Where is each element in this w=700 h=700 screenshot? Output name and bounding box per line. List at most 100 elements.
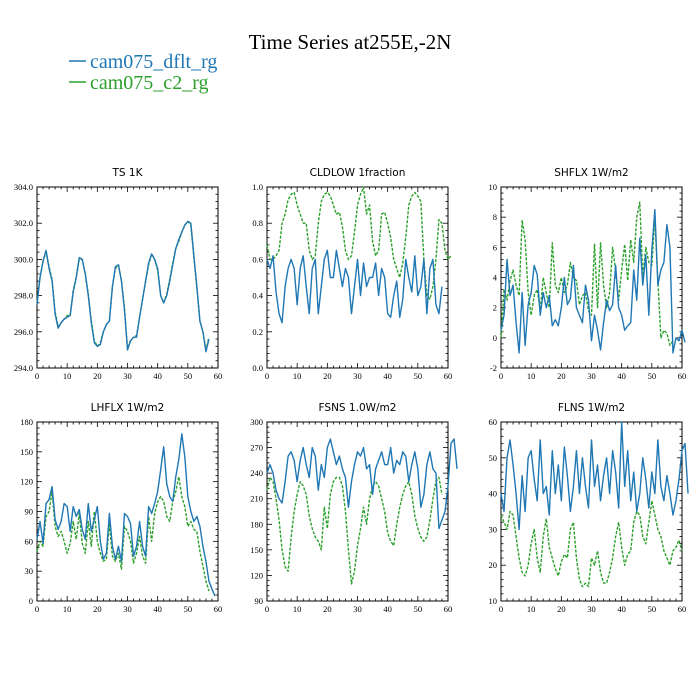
x-tick-label: 30 — [587, 604, 596, 614]
x-tick-label: 30 — [123, 604, 132, 614]
x-tick-label: 0 — [499, 371, 503, 381]
x-tick-label: 20 — [557, 371, 566, 381]
y-tick-label: 120 — [250, 570, 263, 580]
y-tick-label: 180 — [250, 519, 263, 529]
x-tick-label: 60 — [214, 604, 223, 614]
series-line-dflt — [500, 421, 689, 531]
y-tick-label: 240 — [250, 468, 263, 478]
x-tick-label: 20 — [93, 371, 102, 381]
x-tick-label: 60 — [678, 604, 687, 614]
x-tick-label: 0 — [265, 604, 269, 614]
y-tick-label: 294.0 — [14, 363, 33, 373]
y-tick-label: 210 — [250, 494, 263, 504]
x-tick-label: 60 — [444, 371, 453, 381]
x-tick-label: 40 — [383, 371, 392, 381]
x-tick-label: 50 — [414, 604, 423, 614]
x-tick-label: 50 — [414, 371, 423, 381]
panel-grid: TS 1K0 10 20 30 40 50 60294.0296.0298.0300.030… — [14, 167, 689, 614]
y-tick-label: 0.0 — [252, 363, 263, 373]
y-tick-label: 60 — [25, 536, 34, 546]
series-line-c2 — [500, 201, 674, 347]
series-line-c2 — [266, 186, 452, 300]
x-tick-label: 0 — [35, 371, 39, 381]
y-tick-label: 300.0 — [14, 254, 33, 264]
y-tick-label: 1.0 — [252, 182, 263, 192]
y-tick-label: 270 — [250, 443, 263, 453]
y-tick-label: 10 — [489, 596, 498, 606]
x-tick-label: 10 — [63, 604, 72, 614]
x-tick-label: 20 — [93, 604, 102, 614]
y-tick-label: 120 — [20, 477, 33, 487]
figure-title: Time Series at255E,-2N — [249, 30, 452, 54]
panel-title: FLNS 1W/m2 — [558, 402, 625, 414]
panel-title: FSNS 1.0W/m2 — [319, 402, 397, 414]
series-line-dflt — [266, 249, 443, 324]
y-tick-label: 2 — [493, 303, 497, 313]
y-tick-label: 90 — [25, 507, 34, 517]
y-tick-label: 298.0 — [14, 291, 33, 301]
y-tick-label: 0.6 — [252, 254, 263, 264]
y-tick-label: 150 — [250, 545, 263, 555]
x-tick-label: 60 — [214, 371, 223, 381]
x-tick-label: 40 — [153, 604, 162, 614]
y-tick-label: 90 — [255, 596, 264, 606]
x-tick-label: 60 — [678, 371, 687, 381]
x-tick-label: 10 — [293, 371, 302, 381]
x-tick-label: 10 — [527, 371, 536, 381]
x-tick-label: 40 — [617, 371, 626, 381]
x-tick-label: 0 — [499, 604, 503, 614]
y-tick-label: 0 — [29, 596, 33, 606]
x-tick-label: 30 — [353, 371, 362, 381]
y-tick-label: 296.0 — [14, 327, 33, 337]
y-tick-label: 50 — [489, 453, 498, 463]
x-tick-label: 10 — [63, 371, 72, 381]
series-line-dflt — [36, 433, 216, 597]
y-tick-label: -2 — [490, 363, 497, 373]
panel-title: LHFLX 1W/m2 — [91, 402, 165, 414]
x-tick-label: 10 — [527, 604, 536, 614]
x-tick-label: 30 — [353, 604, 362, 614]
series-line-dflt — [36, 220, 210, 353]
x-tick-label: 50 — [648, 604, 657, 614]
x-tick-label: 50 — [184, 371, 193, 381]
panel-2: CLDLOW 1fraction 0 10 20 30 40 50 60 0.0 0.2 0.4 0.… — [252, 167, 452, 381]
x-tick-label: 50 — [184, 604, 193, 614]
panel-title: TS 1K — [112, 167, 144, 179]
x-tick-label: 30 — [123, 371, 132, 381]
x-tick-label: 60 — [444, 604, 453, 614]
panel-title: CLDLOW 1fraction — [310, 167, 406, 179]
x-tick-label: 0 — [265, 371, 269, 381]
y-tick-label: 6 — [493, 242, 497, 252]
x-tick-label: 40 — [383, 604, 392, 614]
y-tick-label: 30 — [489, 524, 498, 534]
y-tick-label: 304.0 — [14, 182, 33, 192]
legend-item-dflt: cam075_dflt_rg — [69, 51, 217, 73]
y-tick-label: 0.2 — [252, 327, 263, 337]
y-tick-label: 10 — [489, 182, 498, 192]
legend-label-dflt: cam075_dflt_rg — [90, 51, 217, 73]
y-tick-label: 150 — [20, 447, 33, 457]
panel-5: FSNS 1.0W/m2 0 10 20 30 40 50 60 90 120 150 180 210 2… — [250, 402, 458, 614]
y-tick-label: 8 — [493, 212, 497, 222]
y-tick-label: 4 — [493, 273, 498, 283]
x-tick-label: 10 — [293, 604, 302, 614]
legend: cam075_dflt_rg cam075_c2_rg — [69, 51, 217, 94]
y-tick-label: 0.4 — [252, 291, 263, 301]
legend-label-c2: cam075_c2_rg — [90, 72, 209, 94]
y-tick-label: 60 — [489, 417, 498, 427]
y-tick-label: 300 — [250, 417, 263, 427]
plot-frame — [266, 421, 449, 602]
x-tick-label: 0 — [35, 604, 39, 614]
legend-item-c2: cam075_c2_rg — [69, 72, 209, 94]
x-tick-label: 40 — [153, 371, 162, 381]
series-line-dflt — [266, 438, 458, 530]
x-tick-label: 40 — [617, 604, 626, 614]
y-tick-label: 40 — [489, 489, 498, 499]
y-tick-label: 30 — [25, 566, 34, 576]
series-line-c2 — [36, 475, 210, 592]
series-line-c2 — [266, 476, 443, 585]
panel-4: LHFLX 1W/m2 0 10 20 30 40 50 60 0 30 60 90 120 150 180 — [20, 402, 222, 614]
x-tick-label: 50 — [648, 371, 657, 381]
